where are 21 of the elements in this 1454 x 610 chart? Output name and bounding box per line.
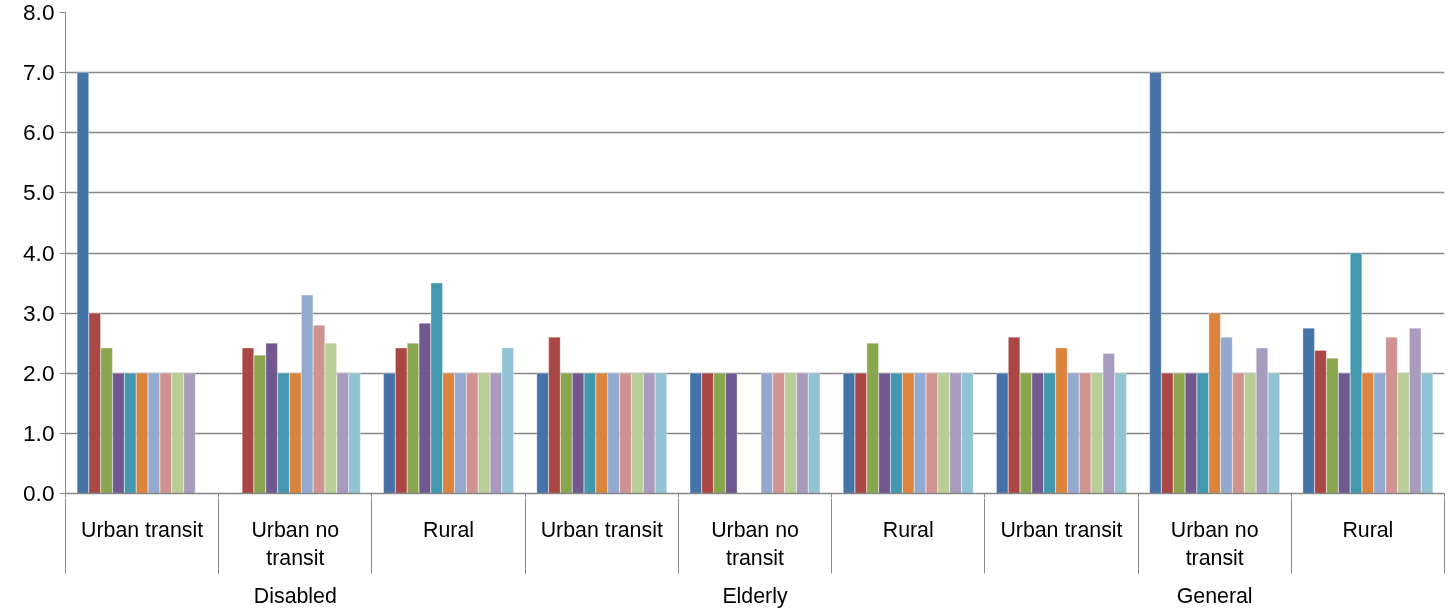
x-tick-label: Urban no transit [251,517,340,571]
y-tick-label: 7.0 [23,59,55,86]
x-tick-label: Rural [423,517,475,542]
y-tick-label: 8.0 [23,0,55,25]
x-tick-label: Rural [1342,517,1394,542]
y-tick-label: 0.0 [23,480,55,506]
text: Disabled [253,583,337,608]
y-tick-label: 6.0 [23,119,55,146]
x-tick-label: Urban transit [1000,517,1123,542]
y-tick-label: 3.0 [23,299,55,326]
y-tick-label: 4.0 [23,239,55,266]
x-tick-label: Rural [882,517,934,542]
y-tick-label: 2.0 [23,359,55,386]
y-tick-label: 5.0 [23,179,55,206]
text: General [1176,583,1253,608]
x-tick-label: Urban transit [81,517,204,542]
x-tick-label: Urban no transit [1170,517,1259,571]
x-tick-label: Urban no transit [711,517,799,571]
text: Elderly [722,583,788,608]
y-tick-label: 1.0 [23,419,55,446]
x-tick-label: Urban transit [540,517,663,542]
